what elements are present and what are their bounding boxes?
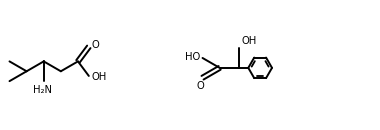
Text: O: O <box>91 40 99 50</box>
Text: O: O <box>197 81 204 91</box>
Text: OH: OH <box>241 36 256 46</box>
Text: HO: HO <box>185 52 200 62</box>
Text: OH: OH <box>91 72 106 82</box>
Text: H₂N: H₂N <box>33 85 52 95</box>
